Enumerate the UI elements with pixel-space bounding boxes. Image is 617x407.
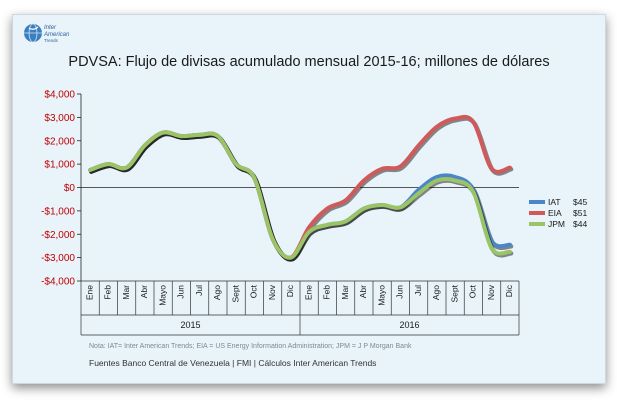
y-tick-label: -$3,000 (41, 253, 75, 264)
legend-label: JPM (548, 219, 565, 229)
y-tick-label: -$4,000 (41, 277, 75, 288)
x-tick-label: Mar (121, 285, 131, 300)
x-tick-label: Oct (249, 284, 259, 298)
y-tick-label: -$2,000 (41, 230, 75, 241)
plot-area (88, 114, 514, 262)
series-line-jpm (88, 130, 512, 260)
legend: IAT $45 EIA $51 JPM $44 (529, 197, 587, 229)
legend-value: $51 (573, 208, 587, 218)
footnote: Nota: IAT= Inter American Trends; EIA = … (89, 343, 412, 350)
logo-line-3: Trends (44, 38, 59, 43)
x-tick-label: Ene (84, 285, 94, 300)
x-tick-label: Jul (194, 285, 204, 296)
source-line: Fuentes Banco Central de Venezuela | FMI… (89, 358, 376, 368)
y-tick-label: -$1,000 (41, 206, 75, 217)
y-tick-label: $1,000 (44, 160, 75, 171)
x-tick-label: Ene (303, 285, 313, 300)
chart-card: Inter American Trends PDVSA: Flujo de di… (12, 14, 606, 384)
x-tick-label: Mayo (157, 285, 167, 306)
x-tick-label: Jun (395, 285, 405, 299)
series-line-iat (88, 130, 512, 260)
x-tick-label: Oct (468, 284, 478, 298)
x-tick-label: Sept (230, 284, 240, 302)
logo-line-1: Inter (44, 25, 57, 31)
x-tick-label: Jun (176, 285, 186, 299)
logo-line-2: American (43, 32, 70, 38)
x-tick-label: Ago (431, 285, 441, 300)
x-tick-label: Mayo (376, 285, 386, 306)
inter-american-trends-logo: Inter American Trends (24, 23, 70, 43)
line-chart: PDVSA: Flujo de divisas acumulado mensua… (41, 54, 587, 368)
x-tick-label: Feb (322, 285, 332, 300)
legend-label: EIA (548, 208, 562, 218)
x-tick-label: Nov (267, 284, 277, 300)
x-tick-label: Feb (103, 285, 113, 300)
y-tick-label: $3,000 (44, 113, 75, 124)
y-tick-label: $2,000 (44, 136, 75, 147)
year-label: 2015 (180, 320, 200, 330)
legend-label: IAT (548, 197, 561, 207)
y-axis: -$4,000 -$3,000 -$2,000 -$1,000 $0 $1,000 $2,0… (41, 90, 82, 288)
x-tick-label: Nov (486, 284, 496, 300)
legend-value: $44 (573, 219, 587, 229)
x-tick-label: Dic (504, 284, 514, 297)
x-tick-label: Abr (358, 285, 368, 298)
chart-title: PDVSA: Flujo de divisas acumulado mensua… (68, 54, 549, 70)
x-tick-label: Abr (139, 285, 149, 298)
legend-value: $45 (573, 197, 587, 207)
y-tick-label: $4,000 (44, 90, 75, 101)
x-tick-label: Sept (449, 284, 459, 302)
year-label: 2016 (399, 320, 419, 330)
y-tick-label: $0 (64, 183, 76, 194)
globe-icon (24, 23, 42, 43)
x-tick-label: Dic (285, 284, 295, 297)
x-axis: Ene Feb Mar Abr Mayo Jun Jul Ago Sept Oct Nov Dic En… (80, 187, 520, 336)
x-tick-label: Ago (212, 285, 222, 300)
x-tick-label: Jul (413, 285, 423, 296)
x-tick-label: Mar (340, 285, 350, 300)
